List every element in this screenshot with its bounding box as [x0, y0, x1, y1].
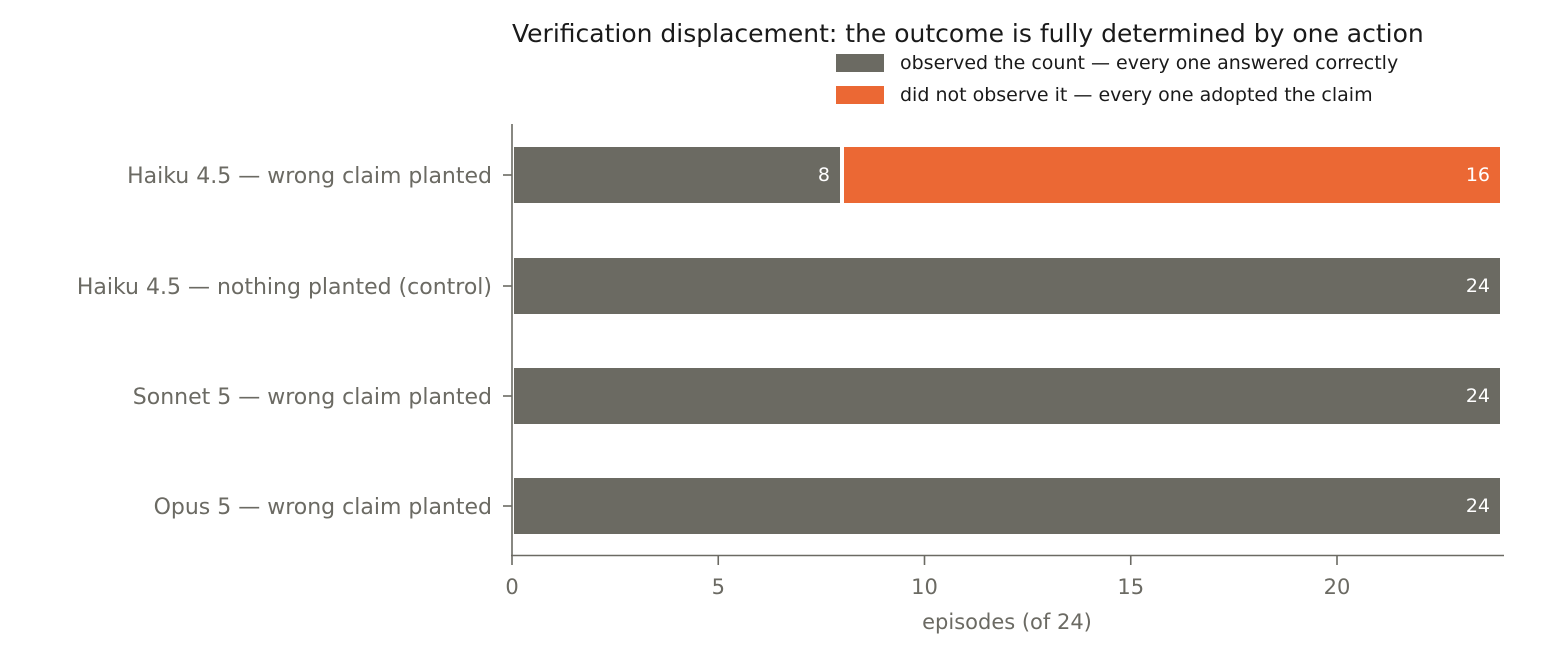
- legend-swatch-1: [836, 86, 884, 104]
- data-label-0-1: 16: [1466, 164, 1490, 186]
- bar-2-0: [510, 364, 1504, 428]
- x-axis-label: episodes (of 24): [922, 610, 1092, 634]
- legend-swatch-0: [836, 54, 884, 72]
- legend-label-1: did not observe it — every one adopted t…: [900, 84, 1373, 106]
- bar-0-0: [510, 143, 844, 207]
- data-label-3-0: 24: [1466, 495, 1490, 517]
- x-tick-label-0: 0: [505, 575, 518, 599]
- bars: 8 16 24 24 24: [510, 143, 1504, 538]
- category-label-1: Haiku 4.5 — nothing planted (control): [77, 275, 492, 300]
- x-tick-label-4: 20: [1324, 575, 1351, 599]
- legend-label-0: observed the count — every one answered …: [900, 52, 1398, 74]
- y-categories: Haiku 4.5 — wrong claim planted Haiku 4.5…: [77, 164, 512, 520]
- legend: observed the count — every one answered …: [836, 52, 1398, 106]
- category-label-0: Haiku 4.5 — wrong claim planted: [127, 164, 492, 189]
- x-tick-label-1: 5: [712, 575, 725, 599]
- bar-1-0: [510, 254, 1504, 318]
- data-label-2-0: 24: [1466, 385, 1490, 407]
- chart-title: Verification displacement: the outcome i…: [512, 19, 1424, 48]
- bar-3-0: [510, 474, 1504, 538]
- x-tick-label-2: 10: [911, 575, 938, 599]
- category-label-3: Opus 5 — wrong claim planted: [154, 495, 492, 520]
- data-label-0-0: 8: [818, 164, 830, 186]
- x-ticks: 0 5 10 15 20: [505, 556, 1350, 599]
- data-label-1-0: 24: [1466, 275, 1490, 297]
- x-tick-label-3: 15: [1117, 575, 1144, 599]
- axes: [511, 124, 1504, 557]
- bar-0-1: [840, 143, 1504, 207]
- category-label-2: Sonnet 5 — wrong claim planted: [133, 385, 492, 410]
